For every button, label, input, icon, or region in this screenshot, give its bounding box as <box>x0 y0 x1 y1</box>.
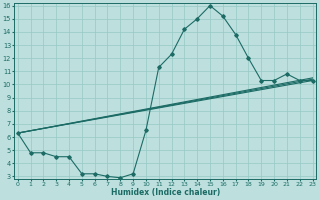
X-axis label: Humidex (Indice chaleur): Humidex (Indice chaleur) <box>110 188 220 197</box>
